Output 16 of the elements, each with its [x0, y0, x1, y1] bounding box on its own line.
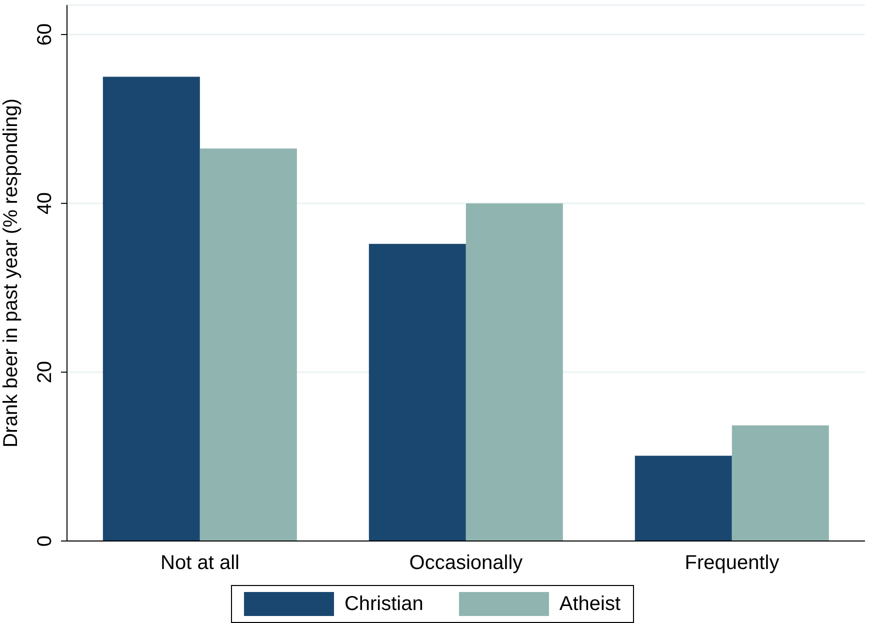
- y-tick-label: 20: [34, 361, 56, 384]
- bar: [732, 425, 829, 541]
- bar: [200, 148, 297, 541]
- legend-label: Christian: [344, 592, 424, 616]
- bar: [634, 456, 732, 541]
- legend-label: Atheist: [559, 592, 621, 616]
- x-tick-label: Frequently: [684, 552, 780, 574]
- y-tick-label: 0: [34, 535, 56, 547]
- y-axis-title: Drank beer in past year (% responding): [0, 98, 22, 448]
- x-tick-label: Not at all: [160, 552, 240, 574]
- y-tick-label: 60: [34, 23, 56, 46]
- bar: [368, 244, 466, 541]
- x-tick-label: Occasionally: [409, 552, 523, 574]
- bar: [102, 76, 200, 541]
- bar: [466, 203, 563, 541]
- y-tick-label: 40: [34, 192, 56, 214]
